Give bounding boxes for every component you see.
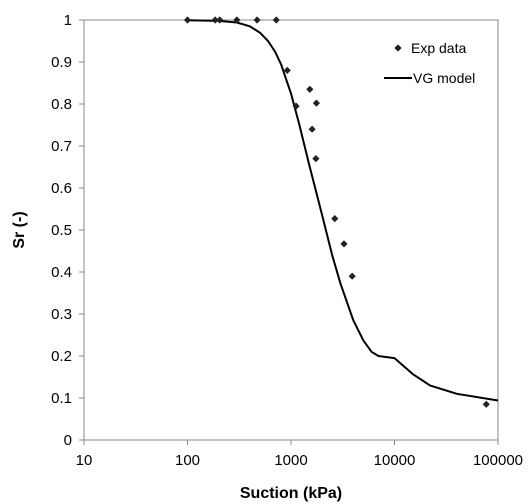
legend-label: VG model [413, 70, 475, 86]
y-tick-label: 0 [64, 432, 72, 449]
x-tick-label: 10000 [374, 452, 416, 469]
y-tick-label: 0.1 [51, 390, 72, 407]
exp-data-point [482, 400, 490, 408]
exp-data-point [312, 99, 321, 107]
legend-label: Exp data [411, 40, 466, 56]
x-tick-label: 100000 [473, 452, 523, 469]
y-tick-label: 0.4 [51, 264, 72, 281]
y-tick-label: 0.9 [51, 54, 72, 71]
exp-data-point [340, 240, 348, 248]
vg-model-curve [187, 19, 499, 402]
exp-data-point [183, 16, 192, 24]
x-tick-label: 10 [76, 452, 93, 469]
exp-data-point [272, 16, 280, 24]
exp-data-point [348, 272, 356, 280]
exp-data-point [306, 85, 314, 93]
exp-data-point [292, 102, 300, 110]
exp-data-point [283, 66, 291, 74]
y-tick-label: 0.8 [51, 96, 72, 113]
y-tick-label: 0.2 [51, 348, 72, 365]
x-tick-label: 100 [175, 452, 200, 469]
exp-data-point [233, 16, 241, 24]
exp-data-point [331, 215, 339, 223]
exp-data-point [211, 16, 219, 24]
exp-data-point [308, 125, 316, 133]
legend-diamond-swatch [394, 44, 402, 52]
x-axis-title: Suction (kPa) [240, 485, 342, 502]
y-tick-label: 0.3 [51, 306, 72, 323]
y-axis-title: Sr (-) [11, 211, 28, 248]
y-tick-label: 0.7 [51, 138, 72, 155]
x-tick-label: 1000 [274, 452, 307, 469]
y-tick-label: 1 [64, 12, 72, 29]
y-tick-label: 0.5 [51, 222, 72, 239]
y-tick-label: 0.6 [51, 180, 72, 197]
exp-data-point [216, 16, 224, 24]
exp-data-point [253, 16, 261, 24]
exp-data-point [312, 155, 320, 163]
